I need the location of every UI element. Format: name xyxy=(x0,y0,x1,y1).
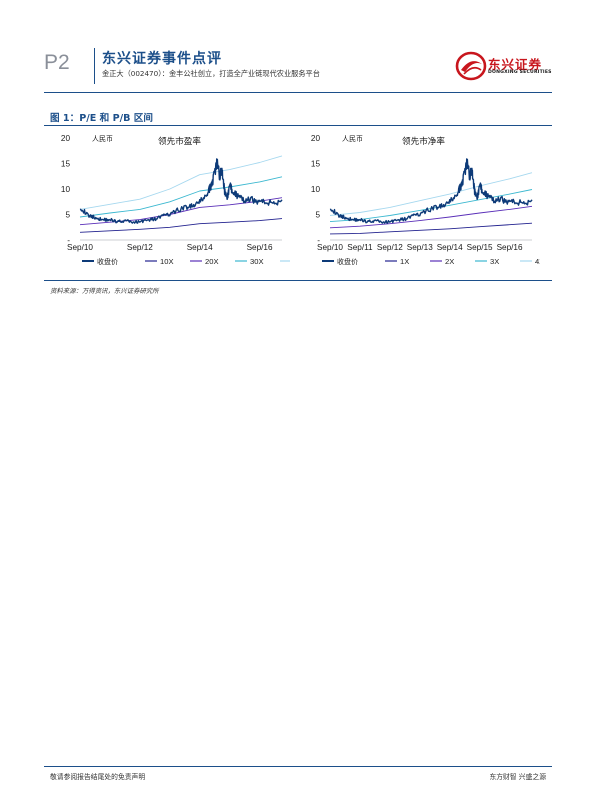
x-tick-label: Sep/15 xyxy=(467,243,493,252)
x-tick-label: Sep/14 xyxy=(437,243,463,252)
series-line-2X xyxy=(329,205,533,229)
series-line-4X xyxy=(329,172,533,216)
report-subtitle: 金正大（002470）：金丰公社创立，打造全产业链现代农业服务平台 xyxy=(102,69,320,78)
legend-label: 2X xyxy=(445,257,454,266)
legend-label: 4X xyxy=(535,257,540,266)
x-tick-label: Sep/11 xyxy=(347,243,373,252)
figure-title: 图 1：P/E 和 P/B 区间 xyxy=(50,113,153,124)
logo-text-cn: 东兴证券 xyxy=(488,57,543,72)
pe-band-chart-svg: - 5 10 15 20 人民币 领先市盈率 Sep/10 Sep/12 Sep/14 Sep/16… xyxy=(61,134,290,266)
legend-label: 20X xyxy=(205,257,219,266)
legend-label: 1X xyxy=(400,257,409,266)
y-tick-label: 15 xyxy=(61,160,71,169)
x-tick-label: Sep/12 xyxy=(127,243,153,252)
header-rule xyxy=(44,92,552,93)
footer-slogan: 东方财智 兴盛之源 xyxy=(489,773,546,781)
y-tick-label: - xyxy=(67,236,70,245)
series-line-3X xyxy=(329,189,533,223)
x-tick-label: Sep/10 xyxy=(317,243,343,252)
series-line-30X xyxy=(79,176,283,218)
x-tick-label: Sep/16 xyxy=(247,243,273,252)
y-tick-label: 5 xyxy=(65,211,70,220)
y-tick-label: 20 xyxy=(311,134,321,143)
unit-label: 人民币 xyxy=(342,135,363,143)
y-tick-label: 20 xyxy=(61,134,71,143)
pb-band-chart-svg: - 5 10 15 20 人民币 领先市净率 Sep/10 Sep/11 Sep/12 Sep/13… xyxy=(311,134,540,266)
y-tick-label: 5 xyxy=(315,211,320,220)
series-line-1X xyxy=(329,222,533,235)
figure-top-rule xyxy=(44,125,552,126)
figure-bottom-rule xyxy=(44,280,552,281)
legend-label: 收盘价 xyxy=(337,257,358,266)
series-line-10X xyxy=(79,218,283,233)
series-line-收盘价 xyxy=(329,158,533,224)
figure-source: 资料来源：万得资讯，东兴证券研究所 xyxy=(50,287,159,295)
report-type-title: 东兴证券事件点评 xyxy=(102,51,222,67)
legend-label: 30X xyxy=(250,257,264,266)
x-tick-label: Sep/12 xyxy=(377,243,403,252)
pb-band-chart: - 5 10 15 20 人民币 领先市净率 Sep/10 Sep/11 Sep/12 Sep/13… xyxy=(300,128,540,274)
chart-title: 领先市盈率 xyxy=(158,135,201,147)
footer-disclaimer: 敬请参阅报告结尾处的免责声明 xyxy=(50,773,146,781)
footer-rule xyxy=(44,766,552,767)
legend-label: 10X xyxy=(160,257,174,266)
x-tick-label: Sep/10 xyxy=(67,243,93,252)
series-line-40X xyxy=(79,155,283,210)
dongxing-logo xyxy=(455,51,487,81)
y-tick-label: 15 xyxy=(311,160,321,169)
y-tick-label: 10 xyxy=(61,185,71,194)
series-line-收盘价 xyxy=(79,158,283,224)
page-number: P2 xyxy=(44,51,70,74)
logo-text-en: DONGXING SECURITIES xyxy=(488,70,552,75)
chart-title: 领先市净率 xyxy=(402,135,445,147)
header-divider xyxy=(94,48,95,84)
legend-label: 收盘价 xyxy=(97,257,118,266)
unit-label: 人民币 xyxy=(92,135,113,143)
legend-label: 3X xyxy=(490,257,499,266)
y-tick-label: 10 xyxy=(311,185,321,194)
x-tick-label: Sep/16 xyxy=(497,243,523,252)
y-tick-label: - xyxy=(317,236,320,245)
x-tick-label: Sep/13 xyxy=(407,243,433,252)
x-tick-label: Sep/14 xyxy=(187,243,213,252)
pe-band-chart: - 5 10 15 20 人民币 领先市盈率 Sep/10 Sep/12 Sep/14 Sep/16… xyxy=(50,128,290,274)
